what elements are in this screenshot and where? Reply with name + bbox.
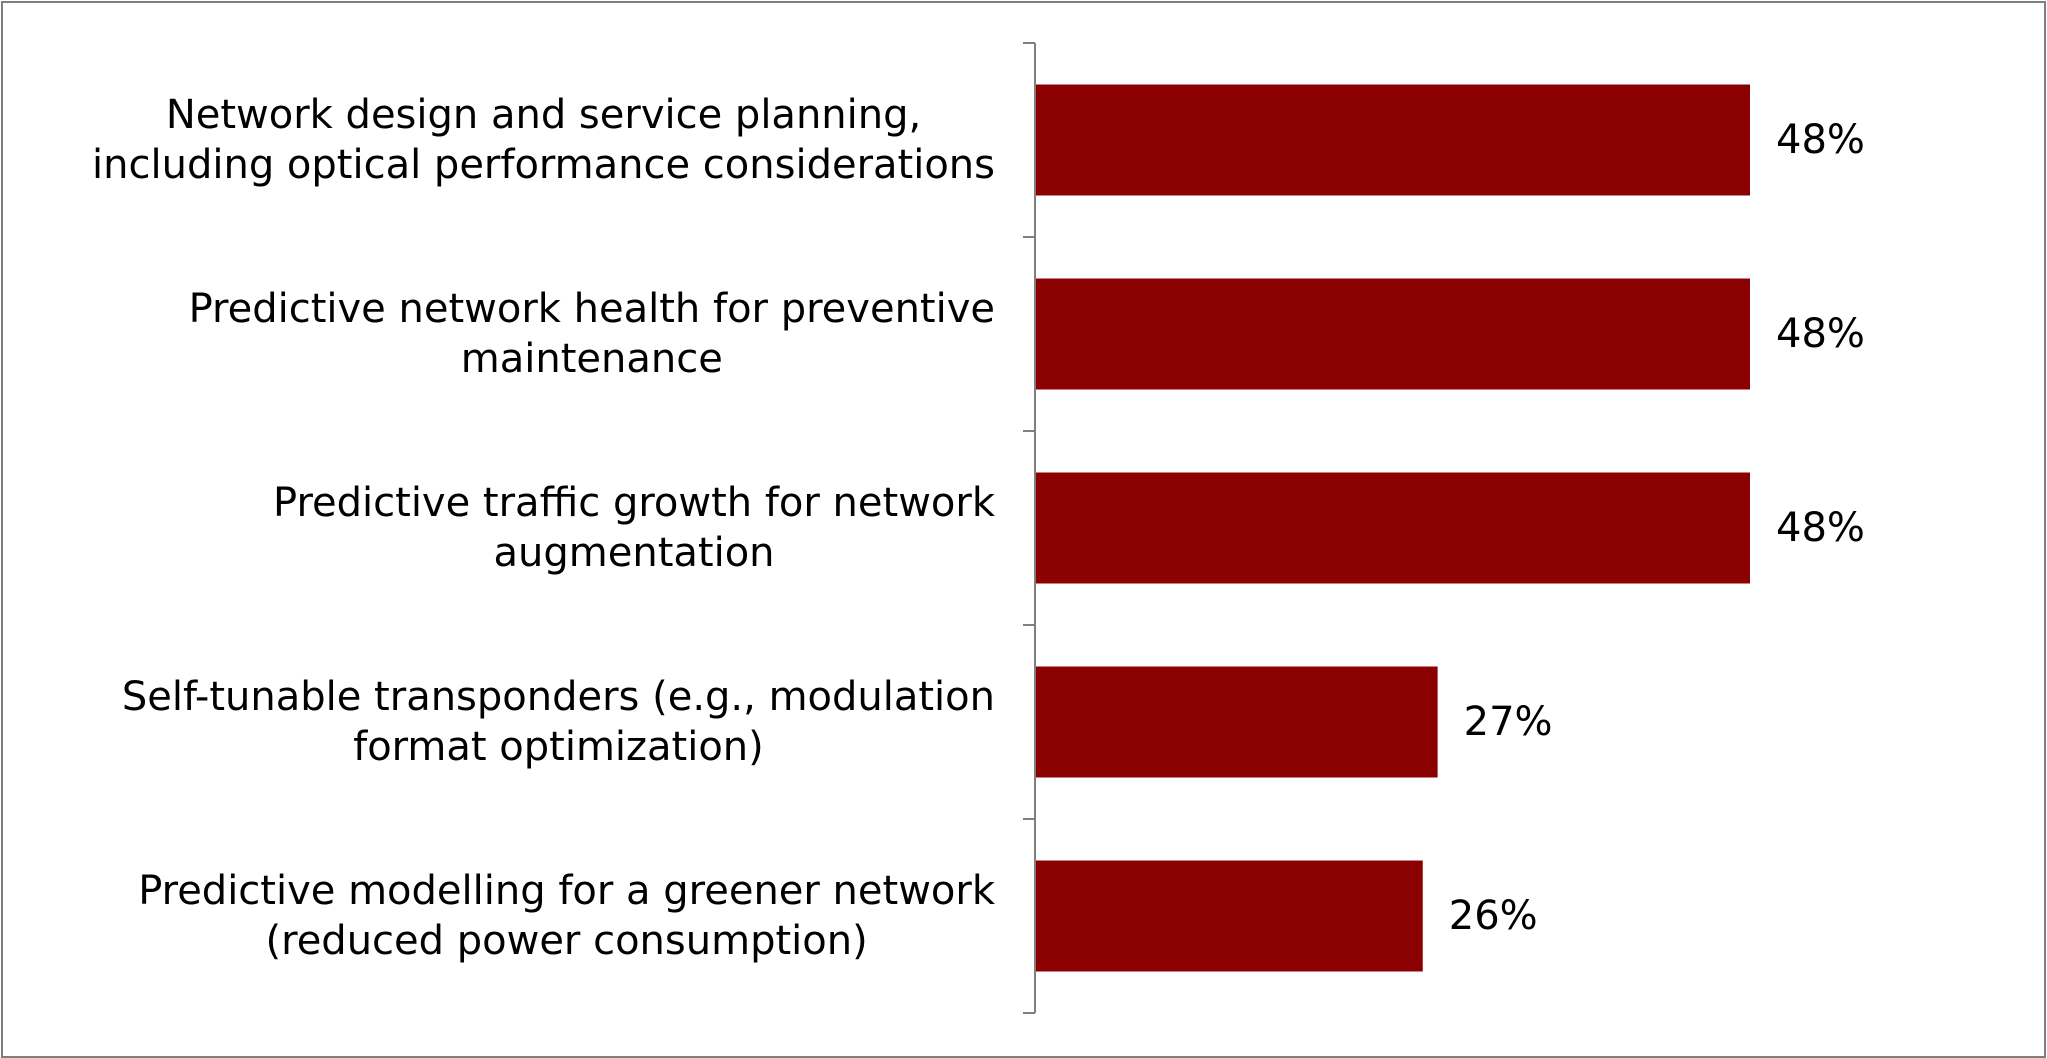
bar [1036, 84, 1750, 196]
value-label: 48% [1776, 311, 1865, 357]
value-labels: 48% 48% 48% 27% 26% [1449, 117, 1865, 939]
category-label-line: Predictive traffic growth for network [273, 480, 996, 526]
bar [1036, 860, 1423, 972]
category-label-line: including optical performance considerat… [92, 142, 995, 188]
category-label-line: Predictive network health for preventive [189, 286, 995, 332]
category-label: Self-tunable transponders (e.g., modulat… [122, 674, 995, 770]
value-label: 26% [1449, 893, 1538, 939]
category-label-line: (reduced power consumption) [266, 918, 868, 964]
category-label-line: Network design and service planning, [166, 92, 921, 138]
bars-layer [1036, 84, 1750, 972]
category-label: Predictive modelling for a greener netwo… [138, 868, 996, 964]
category-axis [1023, 42, 1036, 1014]
value-label: 27% [1464, 699, 1553, 745]
bar [1036, 472, 1750, 584]
bar [1036, 666, 1438, 778]
category-label-line: maintenance [461, 336, 723, 382]
category-label: Network design and service planning,incl… [92, 92, 995, 188]
bar [1036, 278, 1750, 390]
category-label-line: format optimization) [353, 724, 764, 770]
category-label-line: Self-tunable transponders (e.g., modulat… [122, 674, 995, 720]
value-label: 48% [1776, 117, 1865, 163]
category-label: Predictive network health for preventive… [189, 286, 995, 382]
category-label-line: augmentation [494, 530, 775, 576]
category-labels: Network design and service planning,incl… [92, 92, 996, 964]
value-label: 48% [1776, 505, 1865, 551]
category-label-line: Predictive modelling for a greener netwo… [138, 868, 996, 914]
category-label: Predictive traffic growth for networkaug… [273, 480, 996, 576]
